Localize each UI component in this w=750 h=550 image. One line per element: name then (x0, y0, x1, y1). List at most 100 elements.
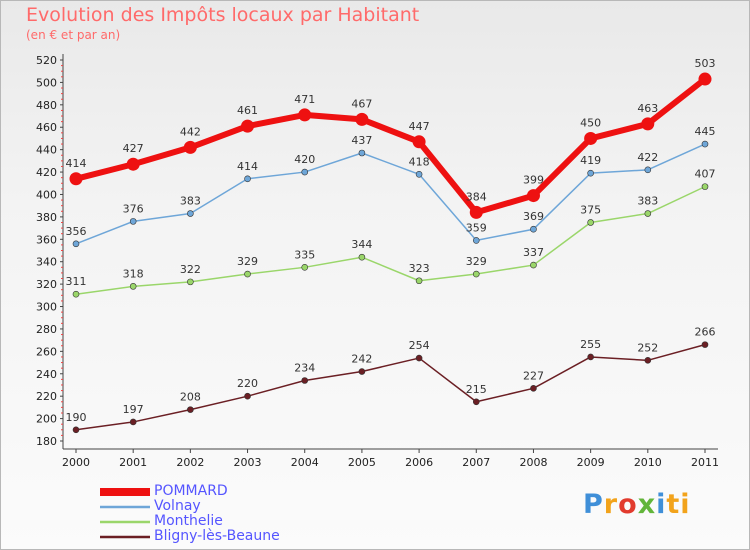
data-label-pommard: 447 (409, 120, 430, 133)
legend-label: POMMARD (154, 483, 228, 499)
data-point-monthelie (301, 264, 309, 271)
data-label-pommard: 471 (294, 93, 315, 106)
data-label-bligny-l-s-beaune: 190 (66, 411, 87, 424)
data-label-bligny-l-s-beaune: 227 (523, 369, 544, 382)
data-point-monthelie (129, 283, 137, 290)
data-label-bligny-l-s-beaune: 242 (351, 353, 372, 366)
y-tick-label: 260 (36, 345, 57, 358)
data-label-volnay: 418 (409, 155, 430, 168)
data-point-monthelie (187, 278, 194, 286)
data-point-pommard (584, 131, 598, 145)
data-label-volnay: 420 (294, 153, 315, 166)
y-tick-label: 360 (36, 233, 57, 246)
x-tick-label: 2010 (634, 456, 662, 469)
data-label-monthelie: 318 (123, 267, 144, 280)
data-point-volnay (644, 166, 652, 174)
data-point-bligny-l-s-beaune (701, 341, 709, 348)
data-label-volnay: 359 (466, 221, 487, 234)
x-tick-label: 2002 (176, 456, 204, 469)
y-tick-label: 480 (36, 99, 57, 112)
data-label-monthelie: 323 (409, 262, 430, 275)
data-point-pommard (469, 205, 483, 219)
legend-label: Volnay (154, 498, 201, 514)
data-label-volnay: 356 (66, 225, 87, 238)
data-point-volnay (358, 149, 366, 157)
data-label-bligny-l-s-beaune: 266 (695, 326, 716, 339)
data-label-volnay: 422 (637, 151, 658, 164)
data-point-monthelie (587, 219, 594, 226)
data-label-pommard: 463 (637, 102, 658, 115)
data-point-bligny-l-s-beaune (472, 398, 480, 406)
data-label-volnay: 376 (123, 202, 144, 215)
data-label-volnay: 369 (523, 210, 544, 223)
x-tick-label: 2009 (577, 456, 605, 469)
data-label-bligny-l-s-beaune: 208 (180, 391, 201, 404)
x-tick-label: 2006 (405, 456, 433, 469)
y-tick-label: 200 (36, 413, 57, 426)
data-point-pommard (412, 135, 426, 149)
data-point-monthelie (701, 183, 709, 190)
series-line-bligny-l-s-beaune (75, 343, 706, 431)
data-point-monthelie (415, 277, 423, 285)
data-label-pommard: 442 (180, 125, 201, 138)
data-label-volnay: 383 (180, 195, 201, 208)
data-point-monthelie (244, 270, 251, 278)
y-tick-label: 500 (36, 76, 57, 89)
y-tick-label: 300 (36, 301, 57, 314)
data-label-pommard: 503 (695, 57, 716, 70)
y-tick-label: 220 (36, 390, 57, 403)
y-tick-label: 240 (36, 368, 57, 381)
data-point-monthelie (72, 290, 80, 298)
data-label-monthelie: 311 (66, 275, 87, 288)
y-tick-label: 420 (36, 166, 57, 179)
data-point-bligny-l-s-beaune (72, 426, 80, 434)
data-point-pommard (126, 157, 140, 171)
data-point-volnay (72, 240, 80, 248)
data-point-bligny-l-s-beaune (530, 385, 537, 392)
data-point-monthelie (358, 253, 366, 261)
data-point-bligny-l-s-beaune (187, 406, 194, 413)
proxiti-logo: Proxiti (583, 489, 691, 520)
x-tick-label: 2007 (462, 456, 490, 469)
y-tick-label: 400 (36, 188, 57, 201)
data-label-volnay: 414 (237, 160, 258, 173)
data-label-bligny-l-s-beaune: 252 (637, 341, 658, 354)
legend-label: Monthelie (154, 513, 223, 529)
data-point-pommard (298, 108, 312, 122)
data-label-monthelie: 329 (237, 255, 258, 268)
x-tick-label: 2004 (291, 456, 319, 469)
data-label-pommard: 414 (66, 157, 87, 170)
chart-subtitle: (en € et par an) (26, 28, 121, 42)
chart-title: Evolution des Impôts locaux par Habitant (26, 4, 420, 26)
data-label-monthelie: 329 (466, 255, 487, 268)
data-label-volnay: 437 (351, 134, 372, 147)
data-point-bligny-l-s-beaune (587, 353, 594, 361)
x-tick-label: 2008 (519, 456, 547, 469)
data-label-pommard: 427 (123, 142, 144, 155)
data-point-pommard (69, 172, 83, 186)
y-tick-label: 440 (36, 144, 57, 157)
data-label-monthelie: 375 (580, 203, 601, 216)
x-tick-label: 2005 (348, 456, 376, 469)
data-label-bligny-l-s-beaune: 254 (409, 339, 430, 352)
series-line-monthelie (75, 185, 706, 295)
data-point-bligny-l-s-beaune (358, 368, 366, 375)
data-point-volnay (701, 140, 709, 148)
data-point-pommard (355, 112, 369, 126)
data-point-pommard (698, 72, 712, 86)
data-label-monthelie: 335 (294, 248, 315, 261)
series-line-pommard (75, 76, 707, 216)
series-line-volnay (75, 143, 706, 245)
data-label-pommard: 467 (351, 97, 372, 110)
data-point-monthelie (472, 270, 480, 278)
data-point-pommard (641, 117, 655, 131)
data-point-volnay (129, 218, 137, 225)
y-tick-label: 180 (36, 435, 57, 448)
data-point-volnay (301, 168, 309, 176)
data-point-volnay (472, 237, 480, 244)
data-point-pommard (526, 189, 540, 203)
data-point-bligny-l-s-beaune (415, 354, 423, 362)
data-point-volnay (587, 169, 594, 177)
y-tick-label: 280 (36, 323, 57, 336)
data-label-pommard: 399 (523, 174, 544, 187)
